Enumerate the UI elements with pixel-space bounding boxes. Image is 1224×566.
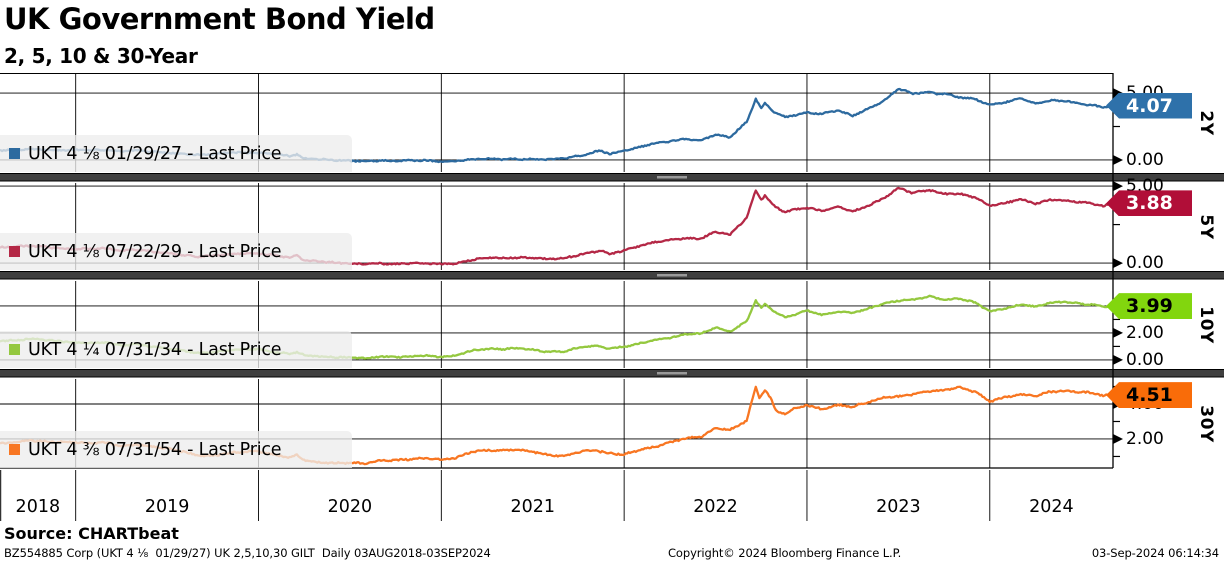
legend-marker-icon [9, 148, 20, 159]
separator-drag-handle-icon[interactable] [657, 176, 687, 179]
page-subtitle: 2, 5, 10 & 30-Year [4, 44, 198, 68]
panel-separator[interactable] [0, 271, 1224, 280]
panel-separator[interactable] [0, 369, 1224, 378]
tick-arrow-icon [1113, 433, 1123, 444]
axis-unit-label-30y: 30Y [1196, 404, 1216, 443]
legend-10y[interactable]: UKT 4 ¼ 07/31/34 - Last Price [0, 331, 352, 368]
tick-arrow-icon [1113, 258, 1123, 269]
footer-security-info: BZ554885 Corp (UKT 4 ⅛ 01/29/27) UK 2,5,… [4, 546, 491, 560]
last-price-badge-2y[interactable]: 4.07 [1106, 92, 1192, 119]
legend-2y[interactable]: UKT 4 ⅛ 01/29/27 - Last Price [0, 135, 352, 172]
x-axis-year-label: 2019 [144, 497, 190, 517]
y-axis-tick-label: 2.00 [1126, 428, 1164, 449]
footer-copyright: Copyright© 2024 Bloomberg Finance L.P. [668, 546, 902, 560]
legend-marker-icon [9, 246, 20, 257]
y-axis-tick-label: 0.00 [1126, 349, 1164, 370]
x-axis-year-label: 2018 [15, 497, 61, 517]
legend-marker-icon [9, 444, 20, 455]
tick-arrow-icon [1113, 88, 1123, 99]
legend-label: UKT 4 ⅛ 07/22/29 - Last Price [28, 241, 282, 262]
legend-marker-icon [9, 344, 20, 355]
axis-unit-label-2y: 2Y [1196, 109, 1216, 136]
last-price-badge-30y[interactable]: 4.51 [1106, 382, 1192, 409]
panel-separator[interactable] [0, 173, 1224, 182]
x-axis-year-label: 2024 [1029, 497, 1074, 517]
y-axis-tick-label: 2.00 [1126, 322, 1164, 343]
axis-unit-label-10y: 10Y [1196, 305, 1216, 344]
tick-arrow-icon [1113, 354, 1123, 365]
tick-arrow-icon [1113, 181, 1123, 192]
legend-label: UKT 4 ⅜ 07/31/54 - Last Price [28, 439, 282, 460]
legend-label: UKT 4 ¼ 07/31/34 - Last Price [28, 339, 282, 360]
legend-label: UKT 4 ⅛ 01/29/27 - Last Price [28, 143, 282, 164]
legend-30y[interactable]: UKT 4 ⅜ 07/31/54 - Last Price [0, 431, 352, 468]
y-axis-tick-label: 0.00 [1126, 149, 1164, 170]
separator-drag-handle-icon[interactable] [657, 274, 687, 277]
last-price-badge-10y[interactable]: 3.99 [1106, 293, 1192, 320]
last-price-badge-5y[interactable]: 3.88 [1106, 190, 1192, 217]
legend-5y[interactable]: UKT 4 ⅛ 07/22/29 - Last Price [0, 233, 352, 270]
x-axis-year-label: 2021 [510, 497, 555, 517]
tick-arrow-icon [1113, 327, 1123, 338]
x-axis-year-label: 2023 [876, 497, 921, 517]
tick-arrow-icon [1113, 154, 1123, 165]
page-title: UK Government Bond Yield [4, 2, 435, 36]
footer-timestamp: 03-Sep-2024 06:14:34 [1091, 546, 1219, 560]
x-axis-year-label: 2022 [693, 497, 738, 517]
axis-unit-label-5y: 5Y [1196, 213, 1216, 240]
y-axis-tick-label: 0.00 [1126, 253, 1164, 274]
separator-drag-handle-icon[interactable] [657, 372, 687, 375]
source-line: Source: CHARTbeat [4, 524, 179, 543]
x-axis-year-label: 2020 [327, 497, 373, 517]
